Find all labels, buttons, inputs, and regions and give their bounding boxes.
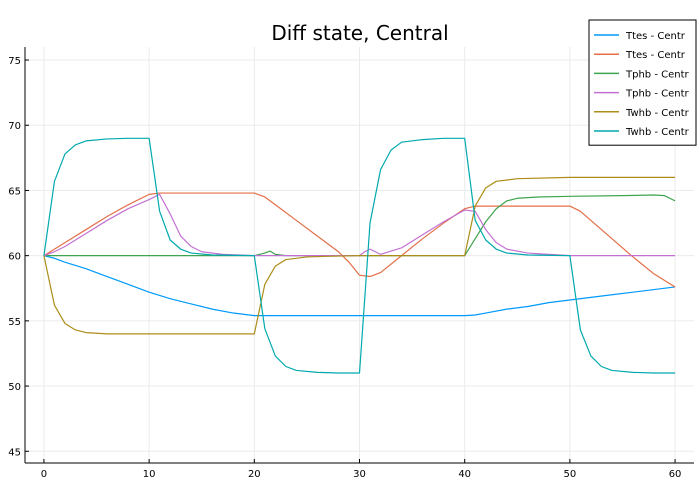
y-tick-label: 50: [8, 382, 21, 393]
legend-label: Twhb - Centr: [625, 108, 690, 119]
x-tick-label: 40: [458, 469, 471, 480]
legend-label: Tphb - Centr: [625, 89, 690, 100]
series-line-6: [43, 137, 676, 374]
chart-title: Diff state, Central: [271, 21, 448, 45]
series-line-1: [43, 255, 676, 317]
axes: 0 10 20 30 40 50 60 45 50 55 60 65 70 75: [8, 47, 694, 480]
x-tick-label: 20: [248, 469, 261, 480]
y-tick-label: 75: [8, 56, 21, 67]
x-tick-label: 30: [353, 469, 366, 480]
series-line-4: [43, 193, 676, 257]
y-tick-label: 70: [8, 121, 21, 132]
legend-box: [588, 19, 697, 146]
series-lines: [43, 137, 676, 374]
y-tick-label: 65: [8, 186, 21, 197]
x-tick-label: 0: [41, 469, 47, 480]
legend-label: Twhb - Centr: [625, 127, 690, 138]
x-tick-label: 50: [564, 469, 577, 480]
x-tick-label: 10: [143, 469, 156, 480]
y-tick-label: 55: [8, 317, 21, 328]
legend: Ttes - Centr Ttes - Centr Tphb - Centr Tphb…: [588, 19, 697, 146]
legend-label: Tphb - Centr: [625, 69, 690, 80]
y-tick-label: 45: [8, 447, 21, 458]
series-line-2: [43, 192, 676, 288]
y-tick-label: 60: [8, 252, 21, 263]
legend-label: Ttes - Centr: [625, 31, 686, 42]
x-tick-label: 60: [669, 469, 682, 480]
series-line-5: [43, 176, 676, 335]
legend-label: Ttes - Centr: [625, 50, 686, 61]
